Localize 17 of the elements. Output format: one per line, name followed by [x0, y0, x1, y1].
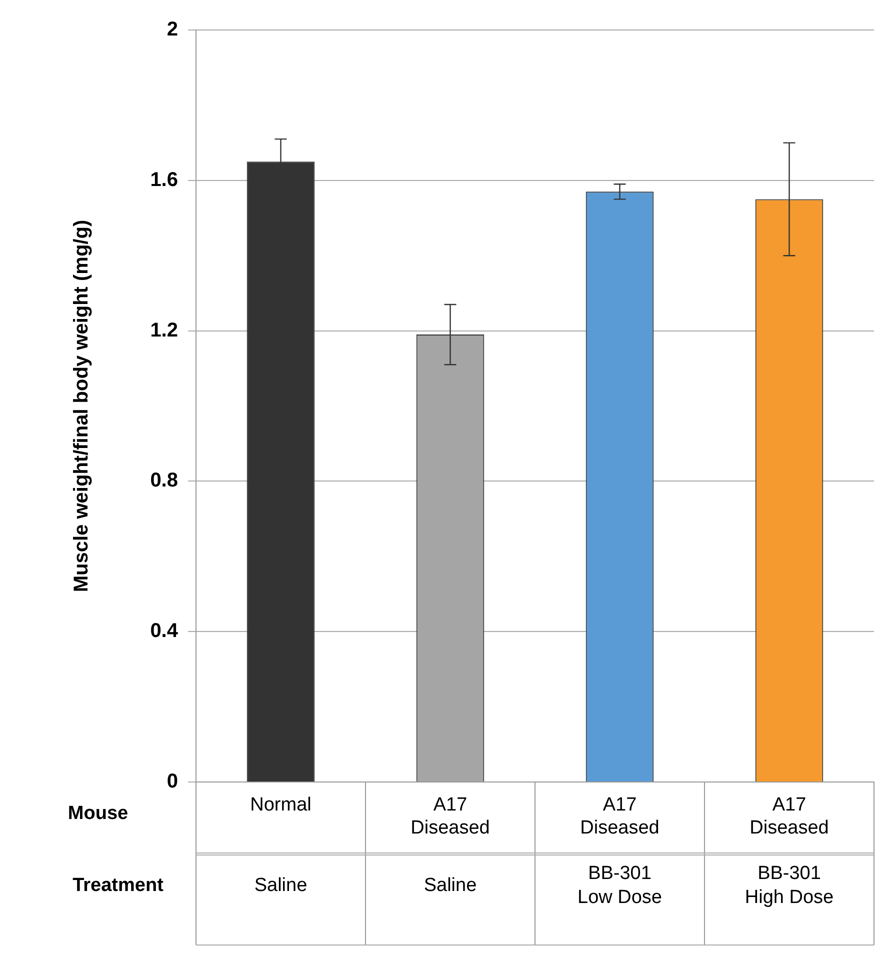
y-tick-label: 0: [166, 770, 178, 793]
text: BB-301 High Dose: [744, 863, 834, 908]
text: BB-301 Low Dose: [578, 863, 662, 908]
y-tick-label: 1.6: [150, 168, 178, 191]
x-tick-label: A17 Diseased: [410, 794, 490, 838]
y-tick-label: 1.2: [150, 319, 178, 342]
text: Saline: [254, 875, 308, 896]
y-axis-title: Muscle weight/final body weight (mg/g): [70, 220, 93, 592]
y-tick-label: 0.4: [150, 620, 179, 642]
x-tick-label: A17 Diseased: [580, 794, 660, 838]
x-tick-label: A17 Diseased: [750, 794, 829, 838]
y-tick-label: 2: [166, 18, 178, 41]
text: Treatment: [72, 875, 164, 896]
text: Mouse: [68, 803, 128, 824]
text: Saline: [424, 875, 477, 896]
x-tick-label: Normal: [250, 794, 312, 816]
y-tick-label: 0.8: [150, 470, 178, 492]
